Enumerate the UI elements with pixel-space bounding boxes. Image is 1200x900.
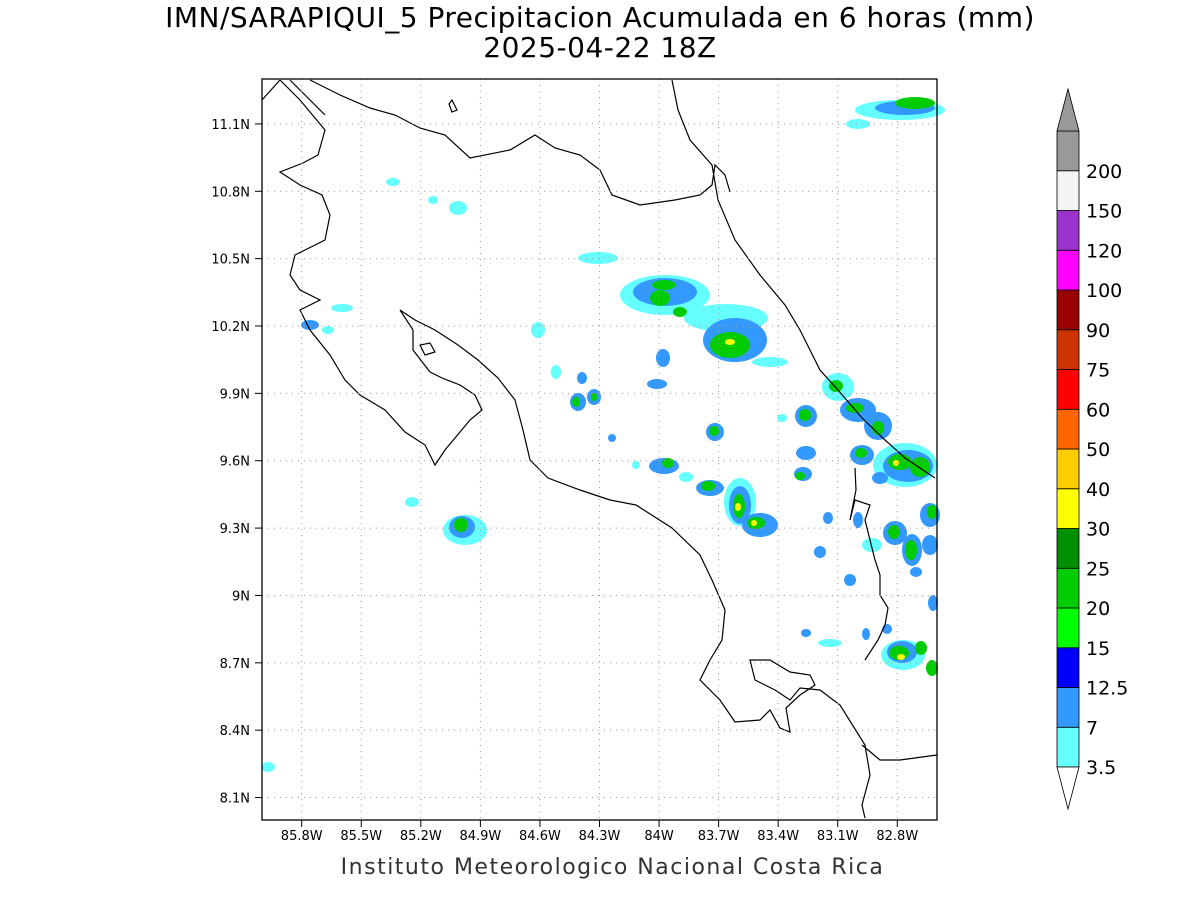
lat-tick-label: 8.4N bbox=[220, 724, 250, 739]
lat-tick-label: 8.1N bbox=[220, 792, 250, 807]
colorbar-level-label: 120 bbox=[1086, 240, 1122, 262]
lat-tick-label: 9N bbox=[232, 589, 250, 604]
map-date: 2025-04-22 18Z bbox=[483, 31, 717, 64]
colorbar-swatch bbox=[1056, 289, 1080, 331]
map-frame bbox=[261, 78, 938, 821]
lon-tick-label: 83.1W bbox=[817, 829, 859, 844]
colorbar-swatch bbox=[1056, 726, 1080, 768]
colorbar-level-label: 7 bbox=[1086, 717, 1098, 739]
colorbar-level-label: 50 bbox=[1086, 439, 1110, 461]
lat-tick-label: 9.9N bbox=[220, 387, 250, 402]
colorbar-swatch bbox=[1056, 210, 1080, 251]
lon-tick-label: 84.6W bbox=[519, 829, 561, 844]
colorbar-swatch bbox=[1056, 170, 1080, 211]
colorbar-swatch bbox=[1056, 448, 1080, 490]
colorbar: 3.5 7 12.5 15 20 25 30 40 50 60 75 90 100 120 150 200 bbox=[1056, 87, 1128, 811]
colorbar-swatch bbox=[1056, 369, 1080, 410]
precipitation-areas bbox=[261, 97, 945, 772]
colorbar-level-label: 12.5 bbox=[1086, 678, 1128, 700]
colorbar-level-label: 3.5 bbox=[1086, 757, 1116, 779]
colorbar-swatch bbox=[1056, 408, 1080, 450]
colorbar-swatch bbox=[1056, 687, 1080, 728]
lat-tick-label: 10.5N bbox=[211, 253, 250, 268]
lon-tick-label: 85.5W bbox=[340, 829, 382, 844]
lat-tick-label: 11.1N bbox=[211, 118, 250, 133]
colorbar-swatch bbox=[1056, 488, 1080, 529]
colorbar-level-label: 40 bbox=[1086, 479, 1110, 501]
colorbar-top-arrow bbox=[1056, 87, 1080, 132]
lat-tick-label: 10.8N bbox=[211, 185, 250, 200]
colorbar-level-label: 25 bbox=[1086, 558, 1110, 580]
lon-tick-label: 83.7W bbox=[698, 829, 740, 844]
colorbar-level-label: 90 bbox=[1086, 320, 1110, 342]
colorbar-swatch bbox=[1056, 528, 1080, 569]
colorbar-level-label: 100 bbox=[1086, 280, 1122, 302]
colorbar-level-label: 75 bbox=[1086, 360, 1110, 382]
lon-tick-label: 85.8W bbox=[281, 829, 323, 844]
lon-tick-label: 84W bbox=[644, 829, 674, 844]
lat-tick-label: 9.3N bbox=[220, 522, 250, 537]
colorbar-level-label: 15 bbox=[1086, 638, 1110, 660]
lon-tick-label: 83.4W bbox=[757, 829, 799, 844]
lon-tick-label: 85.2W bbox=[400, 829, 442, 844]
colorbar-swatch bbox=[1056, 607, 1080, 649]
colorbar-level-label: 20 bbox=[1086, 598, 1110, 620]
map-title: IMN/SARAPIQUI_5 Precipitacion Acumulada … bbox=[165, 1, 1035, 34]
coastline-borders bbox=[261, 79, 938, 819]
lon-tick-label: 84.9W bbox=[459, 829, 501, 844]
colorbar-swatch bbox=[1056, 249, 1080, 291]
colorbar-swatch bbox=[1056, 130, 1080, 172]
lat-tick-label: 9.6N bbox=[220, 455, 250, 470]
lat-tick-label: 8.7N bbox=[220, 657, 250, 672]
colorbar-swatch bbox=[1056, 567, 1080, 609]
colorbar-level-label: 60 bbox=[1086, 399, 1110, 421]
colorbar-bottom-arrow bbox=[1056, 766, 1080, 811]
colorbar-swatch bbox=[1056, 647, 1080, 688]
colorbar-level-label: 150 bbox=[1086, 201, 1122, 223]
colorbar-level-label: 30 bbox=[1086, 519, 1110, 541]
colorbar-swatch bbox=[1056, 329, 1080, 370]
lon-tick-label: 84.3W bbox=[579, 829, 621, 844]
lat-tick-label: 10.2N bbox=[211, 320, 250, 335]
colorbar-level-label: 200 bbox=[1086, 161, 1122, 183]
lon-tick-label: 82.8W bbox=[876, 829, 918, 844]
graticule bbox=[262, 79, 937, 820]
axis-ticks: 85.8W 85.5W 85.2W 84.9W 84.6W 84.3W 84W 83.7W 83… bbox=[211, 118, 918, 844]
footer-credit: Instituto Meteorologico Nacional Costa R… bbox=[340, 855, 885, 880]
